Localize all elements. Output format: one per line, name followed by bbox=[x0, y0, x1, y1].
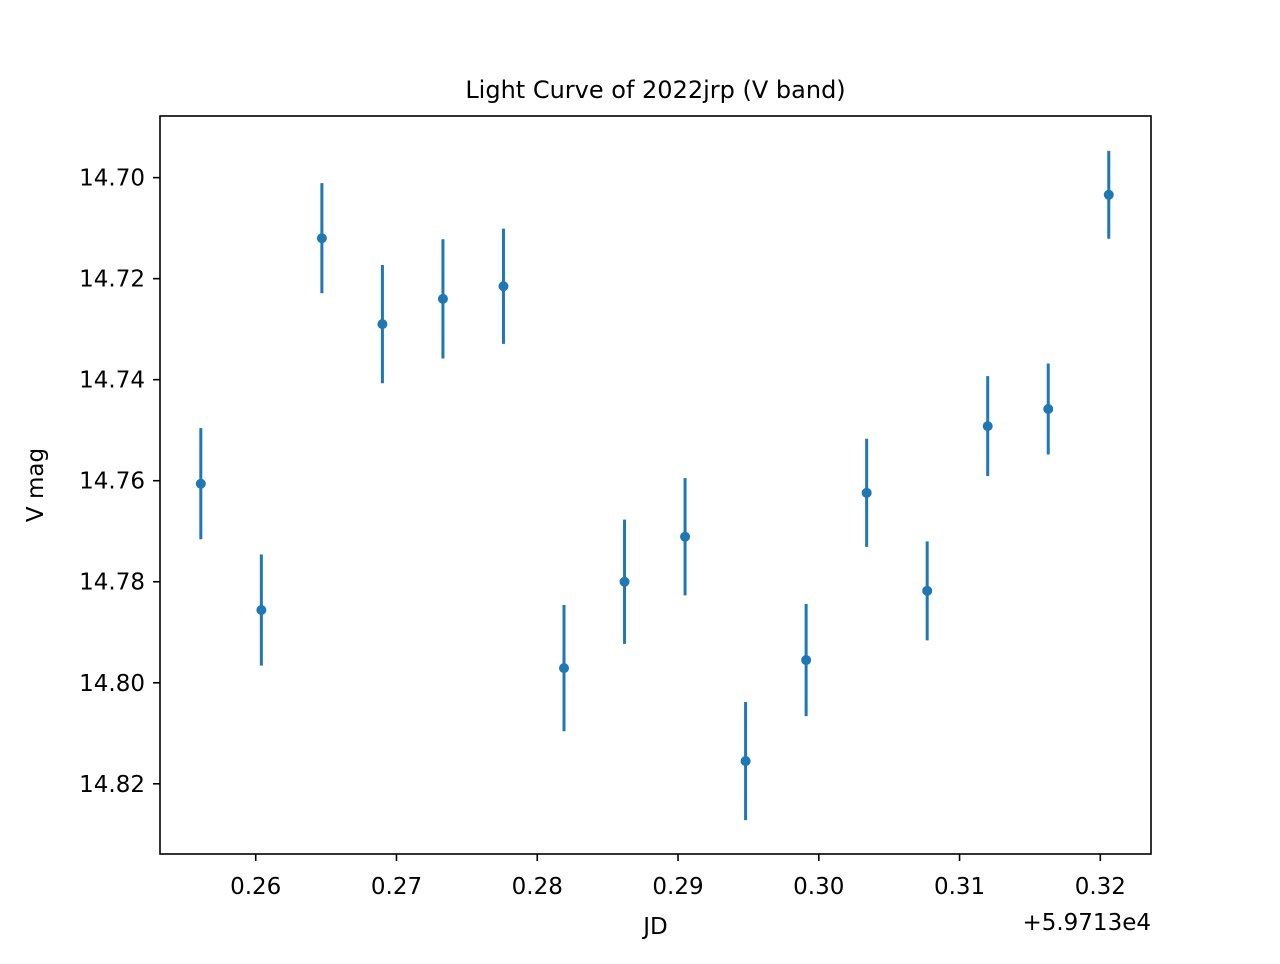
x-axis-label: JD bbox=[641, 914, 668, 940]
data-point bbox=[680, 531, 691, 542]
data-point bbox=[619, 576, 630, 587]
chart-title: Light Curve of 2022jrp (V band) bbox=[465, 76, 845, 104]
plot-area bbox=[160, 116, 1151, 854]
data-marks bbox=[195, 150, 1114, 821]
x-axis-ticks: 0.26 0.27 0.28 0.29 0.30 0.31 0.32 bbox=[230, 854, 1126, 900]
data-point bbox=[1103, 189, 1114, 200]
data-point bbox=[740, 756, 751, 767]
data-point bbox=[982, 421, 993, 432]
data-point bbox=[861, 487, 872, 498]
x-tick-label: 0.30 bbox=[793, 874, 844, 900]
x-tick-label: 0.32 bbox=[1075, 874, 1126, 900]
y-axis-ticks: 14.70 14.72 14.74 14.76 14.78 14.80 14.82 bbox=[79, 166, 160, 798]
data-point bbox=[1043, 403, 1054, 414]
y-tick-label: 14.78 bbox=[79, 570, 145, 596]
data-point bbox=[377, 319, 388, 330]
plot-frame bbox=[159, 115, 1152, 855]
x-tick-label: 0.31 bbox=[934, 874, 985, 900]
y-tick-label: 14.72 bbox=[79, 267, 145, 293]
x-tick-label: 0.29 bbox=[652, 874, 703, 900]
x-tick-label: 0.27 bbox=[371, 874, 422, 900]
x-axis-offset-label: +5.9713e4 bbox=[1022, 910, 1151, 936]
y-tick-label: 14.80 bbox=[79, 671, 145, 697]
data-point bbox=[195, 478, 206, 489]
data-point bbox=[922, 585, 933, 596]
data-point bbox=[498, 281, 509, 292]
y-tick-label: 14.82 bbox=[79, 772, 145, 798]
data-point bbox=[437, 293, 448, 304]
x-tick-label: 0.26 bbox=[230, 874, 281, 900]
data-point bbox=[801, 655, 812, 666]
data-point bbox=[256, 605, 267, 616]
y-tick-label: 14.70 bbox=[79, 166, 145, 192]
y-axis-label: V mag bbox=[23, 448, 49, 522]
data-point bbox=[559, 663, 570, 674]
y-tick-label: 14.74 bbox=[79, 368, 145, 394]
data-point bbox=[316, 233, 327, 244]
y-tick-label: 14.76 bbox=[79, 469, 145, 495]
x-tick-label: 0.28 bbox=[512, 874, 563, 900]
